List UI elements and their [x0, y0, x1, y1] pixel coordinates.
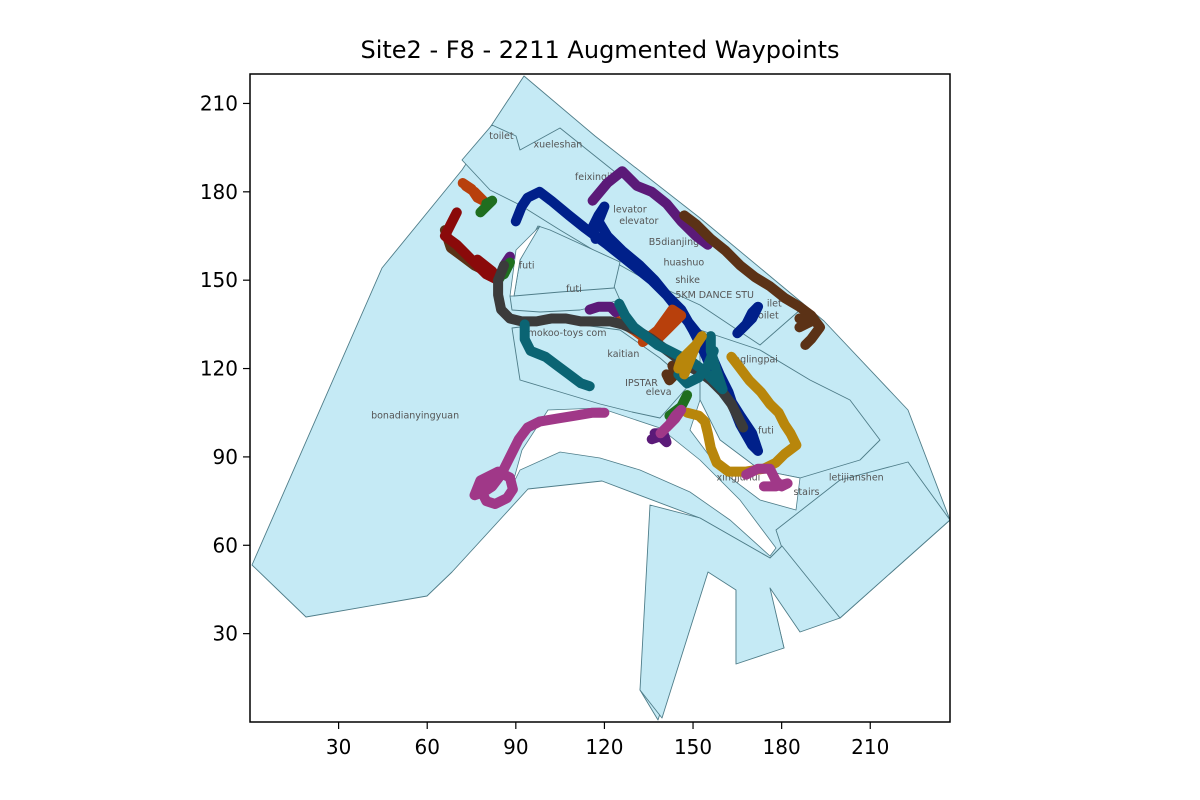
chart-title: Site2 - F8 - 2211 Augmented Waypoints [360, 36, 839, 64]
room-label: feixingjia [575, 172, 618, 183]
room-label: 5KM DANCE STU [675, 290, 754, 301]
room-label: stairs [793, 487, 819, 498]
waypoint-track [741, 463, 793, 492]
waypoint-track [673, 331, 707, 380]
waypoint-tracks [439, 166, 825, 509]
room-label: bonadianyingyuan [371, 411, 459, 422]
y-axis: 30 60 90 120 150 180 210 [200, 91, 250, 646]
waypoint-track [584, 301, 622, 318]
x-tick-label: 120 [585, 735, 623, 759]
room-label: letijianshen [829, 472, 884, 483]
room-labels: toilet xueleshan feixingjia levatorelevator… [371, 131, 884, 498]
room-label: mokoo-toys com [528, 328, 607, 339]
room-label: kaitian [607, 349, 639, 360]
room-label: inglingpai [731, 355, 778, 366]
y-tick-label: 60 [213, 533, 238, 557]
floor-block-mid [511, 321, 691, 419]
room-label: xingjuhui [717, 472, 761, 483]
waypoint-track [519, 319, 595, 392]
floor-south-wing [639, 504, 841, 719]
waypoint-track [732, 301, 763, 339]
x-tick-label: 60 [414, 735, 439, 759]
room-label: futi [566, 284, 582, 295]
x-tick-label: 180 [763, 735, 801, 759]
corridor-upper [509, 225, 541, 297]
waypoint-track [673, 345, 719, 389]
x-tick-label: 30 [326, 735, 351, 759]
room-label: ilet [767, 299, 782, 310]
x-tick-label: 90 [503, 735, 528, 759]
room-label: futi [519, 260, 535, 271]
room-label: huashuo [664, 257, 705, 268]
y-tick-label: 210 [200, 91, 238, 115]
room-label: futi [758, 425, 774, 436]
waypoint-track [457, 178, 489, 206]
y-tick-label: 180 [200, 180, 238, 204]
corridor-diagonal [511, 407, 777, 557]
waypoint-track [794, 313, 817, 333]
x-tick-label: 210 [851, 735, 889, 759]
room-label: IPSTAR [625, 378, 658, 389]
y-tick-label: 90 [213, 445, 238, 469]
waypoint-track [475, 195, 498, 218]
room-label: B5dianjing [649, 237, 699, 248]
x-axis: 30 60 90 120 150 180 210 [326, 722, 889, 759]
room-label: shike [675, 275, 700, 286]
waypoint-track [655, 404, 687, 439]
room-label: levator [613, 204, 646, 215]
waypoint-track [439, 207, 504, 286]
y-tick-label: 150 [200, 268, 238, 292]
waypoint-track [587, 166, 713, 250]
room-label: eleva [646, 387, 672, 398]
y-tick-label: 30 [213, 622, 238, 646]
y-tick-label: 120 [200, 357, 238, 381]
waypoint-track [679, 210, 825, 350]
room-label: xueleshan [534, 140, 583, 151]
waypoint-track [469, 407, 610, 509]
room-label: toilet [489, 131, 514, 142]
room-label: oilet [758, 310, 779, 321]
waypoint-track [682, 351, 802, 477]
plot-frame [249, 73, 951, 723]
room-label: elevator [619, 216, 658, 227]
x-tick-label: 150 [674, 735, 712, 759]
